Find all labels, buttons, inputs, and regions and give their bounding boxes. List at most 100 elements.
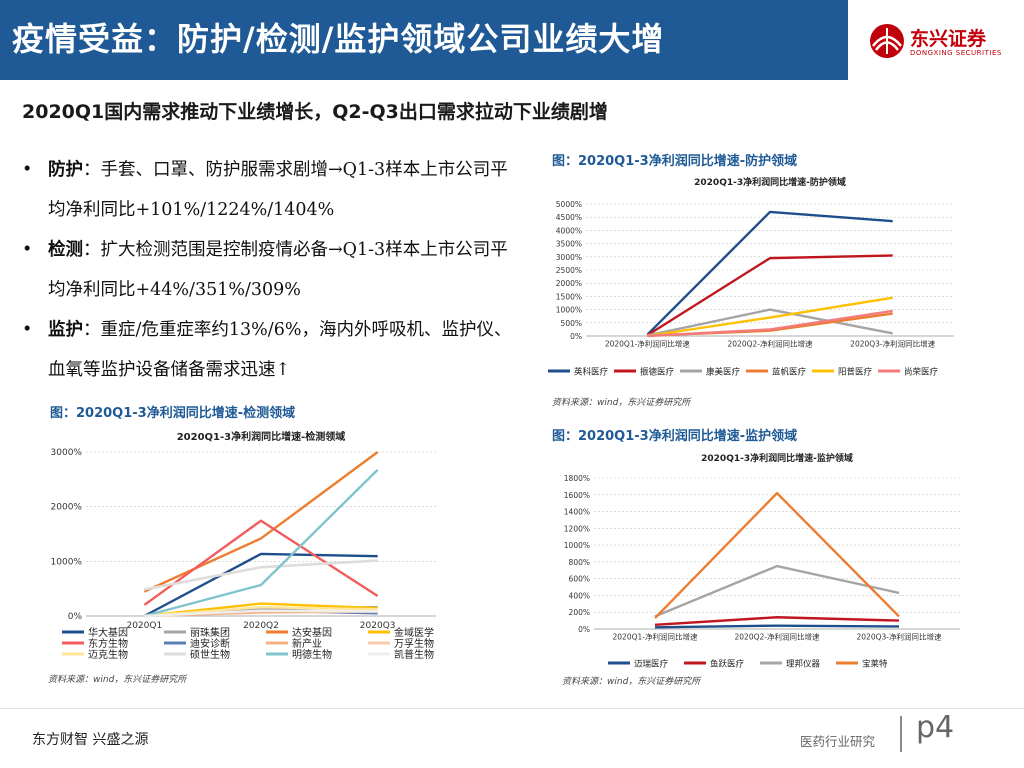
bullet-label: 检测	[48, 240, 83, 260]
x-tick-label: 2020Q1-净利润同比增速	[613, 632, 698, 642]
series-line-明德生物	[144, 468, 379, 618]
footer-section: 医药行业研究	[800, 734, 876, 749]
series-line-硕世生物	[144, 559, 378, 591]
series-line-振德医疗	[646, 254, 893, 337]
logo-mark-icon	[870, 24, 904, 58]
series-line-理邦仪器	[654, 564, 900, 618]
y-tick-label: 1500%	[556, 292, 582, 301]
caption-protection: 图：2020Q1-3净利润同比增速-防护领域	[552, 154, 798, 169]
bullet-dot-icon: •	[22, 160, 33, 180]
series-line-东方生物	[143, 519, 379, 606]
x-tick-label: 2020Q3-净利润同比增速	[857, 632, 942, 642]
y-tick-label: 1400%	[564, 508, 590, 517]
slide-subtitle: 2020Q1国内需求推动下业绩增长，Q2-Q3出口需求拉动下业绩剧增	[22, 101, 608, 123]
chart-detection: 2020Q1-3净利润同比增速-检测领域 0% 1000% 2000% 3000% 202…	[51, 430, 436, 661]
legend-label: 振德医疗	[640, 366, 675, 377]
legend-label: 尚荣医疗	[904, 366, 939, 377]
footer-divider	[0, 708, 1024, 709]
page-number: p4	[916, 710, 955, 745]
legend-label: 达安基因	[292, 626, 332, 639]
chart-protection: 2020Q1-3净利润同比增速-防护领域 0% 500% 1000% 1500% 2000…	[548, 176, 954, 377]
y-tick-label: 200%	[569, 608, 590, 617]
legend-label: 迪安诊断	[190, 637, 230, 650]
legend-label: 康美医疗	[706, 366, 741, 377]
bullet-detection: • 检测：扩大检测范围是控制疫情必备→Q1-3样本上市公司平均净利同比+44%/…	[18, 230, 518, 310]
y-tick-label: 2500%	[556, 266, 582, 275]
y-tick-label: 4500%	[556, 213, 582, 222]
y-tick-label: 1000%	[556, 306, 582, 315]
legend-label: 丽珠集团	[190, 626, 230, 639]
x-tick-label: 2020Q3	[360, 621, 396, 631]
y-tick-label: 800%	[569, 558, 590, 567]
chart-monitoring: 2020Q1-3净利润同比增速-监护领域 0% 200% 400% 600% 800% 10…	[564, 452, 960, 669]
bullet-label: 防护	[48, 160, 83, 180]
series-line-英科医疗	[646, 210, 893, 336]
source-note-detection: 资料来源：wind，东兴证券研究所	[48, 675, 187, 685]
legend-label: 理邦仪器	[786, 658, 821, 669]
legend-label: 新产业	[292, 637, 322, 650]
bullet-text: ：手套、口罩、防护服需求剧增→Q1-3样本上市公司平均净利同比+101%/122…	[48, 160, 508, 220]
legend-label: 阳普医疗	[838, 366, 873, 377]
y-tick-label: 3000%	[556, 253, 582, 262]
x-tick-label: 2020Q3-净利润同比增速	[850, 339, 935, 349]
caption-monitoring: 图：2020Q1-3净利润同比增速-监护领域	[552, 429, 798, 444]
y-tick-label: 4000%	[556, 226, 582, 235]
legend-label: 宝莱特	[862, 658, 888, 669]
y-tick-label: 5000%	[556, 200, 582, 209]
bullet-protection: • 防护：手套、口罩、防护服需求剧增→Q1-3样本上市公司平均净利同比+101%…	[18, 150, 518, 230]
bullet-list: • 防护：手套、口罩、防护服需求剧增→Q1-3样本上市公司平均净利同比+101%…	[18, 150, 518, 390]
bullet-text: ：扩大检测范围是控制疫情必备→Q1-3样本上市公司平均净利同比+44%/351%…	[48, 240, 508, 300]
legend-label: 东方生物	[88, 637, 128, 650]
bullet-dot-icon: •	[22, 320, 33, 340]
legend-label: 金域医学	[394, 626, 434, 639]
y-tick-label: 1600%	[564, 491, 590, 500]
bullet-text: ：重症/危重症率约13%/6%，海内外呼吸机、监护仪、血氧等监护设备储备需求迅速…	[48, 320, 512, 380]
legend-label: 硕世生物	[190, 648, 230, 661]
footer-slogan: 东方财智 兴盛之源	[32, 732, 149, 748]
x-tick-label: 2020Q2-净利润同比增速	[735, 632, 820, 642]
x-tick-label: 2020Q2	[243, 621, 279, 631]
y-tick-label: 2000%	[51, 503, 83, 513]
y-tick-label: 1800%	[564, 474, 590, 483]
x-tick-label: 2020Q2-净利润同比增速	[728, 339, 813, 349]
series-line-凯普生物	[144, 609, 378, 618]
series-line-宝莱特	[654, 491, 900, 619]
y-tick-label: 3000%	[51, 448, 83, 458]
y-tick-label: 500%	[561, 319, 582, 328]
legend-label: 蓝帆医疗	[772, 366, 807, 377]
legend-label: 明德生物	[292, 648, 332, 661]
series-line-阳普医疗	[647, 296, 893, 338]
series-line-迈瑞医疗	[654, 624, 900, 629]
logo-name-cn: 东兴证券	[910, 28, 987, 50]
y-tick-label: 0%	[68, 612, 83, 622]
legend-label: 英科医疗	[574, 366, 609, 377]
legend-label: 凯普生物	[394, 648, 434, 661]
chart-title: 2020Q1-3净利润同比增速-监护领域	[701, 452, 853, 464]
footer-separator	[900, 716, 902, 752]
y-tick-label: 600%	[569, 575, 590, 584]
source-note-monitoring: 资料来源：wind，东兴证券研究所	[562, 677, 701, 687]
bullet-label: 监护	[48, 320, 83, 340]
y-tick-label: 1000%	[564, 541, 590, 550]
y-tick-label: 0%	[570, 332, 582, 341]
bullet-dot-icon: •	[22, 240, 33, 260]
logo-name-en: DONGXING SECURITIES	[910, 49, 1002, 57]
page-title: 疫情受益：防护/检测/监护领域公司业绩大增	[12, 20, 665, 58]
chart-title: 2020Q1-3净利润同比增速-防护领域	[694, 176, 846, 188]
legend-label: 鱼跃医疗	[710, 658, 745, 669]
legend-label: 万孚生物	[394, 637, 434, 650]
legend-label: 迈克生物	[88, 648, 128, 661]
caption-detection: 图：2020Q1-3净利润同比增速-检测领域	[50, 406, 296, 421]
header-bar: 疫情受益：防护/检测/监护领域公司业绩大增	[0, 0, 848, 80]
x-tick-label: 2020Q1	[126, 621, 162, 631]
y-tick-label: 2000%	[556, 279, 582, 288]
series-line-达安基因	[143, 451, 379, 593]
y-tick-label: 1000%	[51, 557, 83, 567]
x-tick-label: 2020Q1-净利润同比增速	[605, 339, 690, 349]
series-line-尚荣医疗	[647, 309, 893, 338]
legend-label: 迈瑞医疗	[634, 658, 669, 669]
legend-label: 华大基因	[88, 626, 128, 639]
series-line-康美医疗	[647, 308, 893, 337]
source-note-protection: 资料来源：wind，东兴证券研究所	[552, 398, 691, 408]
y-tick-label: 3500%	[556, 240, 582, 249]
